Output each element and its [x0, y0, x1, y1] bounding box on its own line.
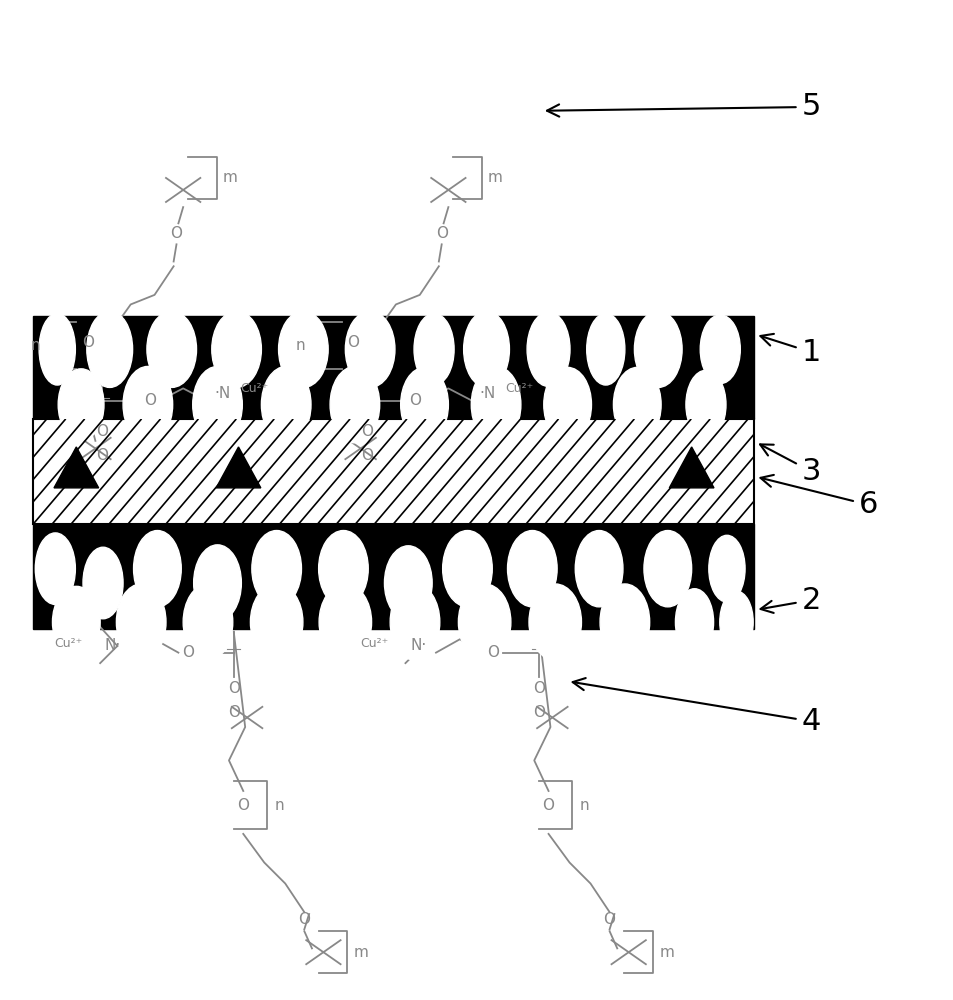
Text: n: n [295, 338, 305, 353]
Text: m: m [487, 170, 502, 185]
Ellipse shape [83, 547, 123, 619]
Text: O: O [361, 424, 373, 439]
Ellipse shape [52, 586, 100, 658]
Text: O: O [409, 393, 420, 408]
Ellipse shape [457, 584, 511, 660]
Ellipse shape [212, 311, 261, 387]
Text: O: O [171, 226, 182, 241]
Ellipse shape [318, 584, 372, 660]
Bar [33, 524, 753, 629]
Polygon shape [216, 447, 260, 488]
Ellipse shape [507, 531, 557, 607]
Ellipse shape [526, 312, 569, 386]
Text: O: O [487, 645, 498, 660]
Polygon shape [54, 447, 98, 488]
Text: n: n [30, 338, 40, 353]
Ellipse shape [193, 366, 242, 443]
Text: O: O [82, 335, 93, 350]
Ellipse shape [471, 366, 520, 443]
Ellipse shape [528, 584, 581, 660]
Ellipse shape [252, 531, 301, 607]
Text: m: m [354, 945, 369, 960]
Ellipse shape [643, 531, 691, 607]
Ellipse shape [330, 366, 379, 443]
Text: O: O [96, 424, 108, 439]
Ellipse shape [400, 367, 448, 442]
Text: O: O [603, 912, 615, 927]
Ellipse shape [719, 591, 753, 653]
Ellipse shape [390, 584, 439, 660]
Text: 1: 1 [760, 334, 820, 367]
Polygon shape [669, 447, 713, 488]
Ellipse shape [414, 313, 454, 385]
Text: O: O [533, 681, 544, 696]
Text: ·N: ·N [479, 386, 496, 401]
Ellipse shape [183, 584, 233, 660]
Ellipse shape [250, 584, 303, 660]
Text: 6: 6 [760, 475, 877, 519]
Text: n: n [274, 798, 284, 813]
Text: O: O [96, 448, 108, 463]
Text: O: O [182, 645, 193, 660]
Text: m: m [222, 170, 237, 185]
Ellipse shape [278, 311, 328, 387]
Text: ·N: ·N [214, 386, 231, 401]
Text: O: O [361, 448, 373, 463]
Text: 4: 4 [572, 678, 820, 736]
Text: m: m [659, 945, 674, 960]
Ellipse shape [463, 311, 509, 387]
Ellipse shape [147, 311, 196, 387]
Ellipse shape [586, 313, 624, 385]
Ellipse shape [116, 584, 166, 660]
Ellipse shape [700, 315, 740, 384]
Text: 3: 3 [760, 444, 820, 486]
Ellipse shape [39, 313, 75, 385]
Text: 2: 2 [760, 586, 820, 615]
Ellipse shape [261, 366, 311, 443]
Ellipse shape [384, 546, 432, 620]
Ellipse shape [318, 531, 368, 607]
Text: N·: N· [105, 638, 121, 653]
Ellipse shape [345, 311, 395, 387]
Text: O: O [144, 393, 155, 408]
Text: Cu²⁺: Cu²⁺ [359, 637, 388, 650]
Text: Cu²⁺: Cu²⁺ [505, 382, 534, 395]
Text: O: O [436, 226, 447, 241]
Text: O: O [347, 335, 358, 350]
Ellipse shape [193, 545, 241, 621]
Ellipse shape [685, 370, 725, 439]
Text: O: O [533, 705, 544, 720]
Ellipse shape [87, 311, 132, 387]
Ellipse shape [708, 535, 744, 602]
Ellipse shape [123, 366, 172, 443]
Text: O: O [228, 705, 239, 720]
Text: O: O [298, 912, 310, 927]
Ellipse shape [675, 589, 713, 656]
Text: n: n [579, 798, 589, 813]
Text: N·: N· [410, 638, 426, 653]
Ellipse shape [35, 533, 75, 604]
Text: O: O [237, 798, 249, 813]
Ellipse shape [599, 584, 649, 660]
Bar [33, 316, 753, 419]
Text: O: O [228, 681, 239, 696]
Ellipse shape [634, 311, 681, 387]
Bar [33, 419, 753, 524]
Text: 5: 5 [546, 92, 820, 121]
Ellipse shape [133, 531, 181, 607]
Text: Cu²⁺: Cu²⁺ [240, 382, 269, 395]
Ellipse shape [58, 369, 104, 440]
Ellipse shape [613, 367, 660, 442]
Ellipse shape [575, 531, 622, 607]
Ellipse shape [442, 531, 492, 607]
Text: Cu²⁺: Cu²⁺ [54, 637, 83, 650]
Ellipse shape [543, 367, 591, 442]
Text: O: O [542, 798, 554, 813]
